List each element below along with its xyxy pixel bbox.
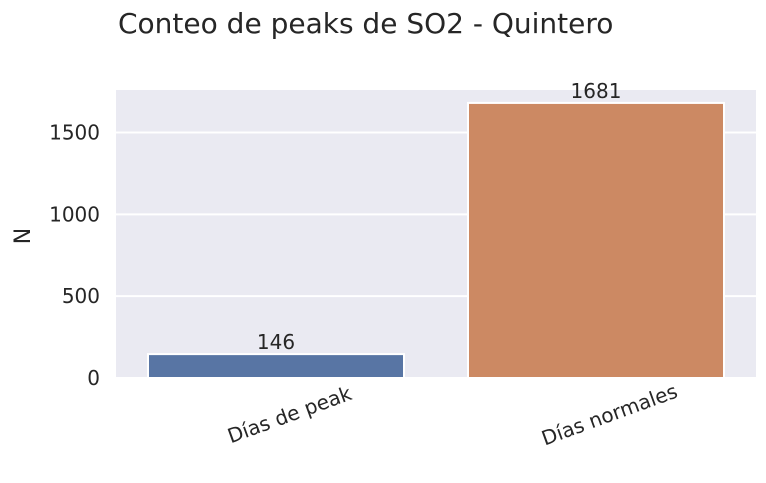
x-tick-label: Días normales <box>538 379 680 450</box>
y-tick-label: 500 <box>62 284 100 308</box>
x-axis-ticks: Días de peak Días normales <box>224 379 680 450</box>
y-tick-label: 0 <box>87 366 100 390</box>
y-axis-ticks: 0 500 1000 1500 <box>49 121 100 390</box>
bar <box>147 353 405 380</box>
y-tick-label: 1000 <box>49 202 100 226</box>
bar-value-labels: 146 1681 <box>257 79 622 354</box>
y-tick-label: 1500 <box>49 121 100 145</box>
bar-value-label: 1681 <box>571 79 622 103</box>
bars <box>147 101 725 380</box>
y-axis-label: N <box>11 228 36 244</box>
chart-title: Conteo de peaks de SO2 - Quintero <box>118 7 613 40</box>
x-tick-label: Días de peak <box>224 381 355 448</box>
bar <box>467 101 725 379</box>
bar-value-label: 146 <box>257 330 295 354</box>
